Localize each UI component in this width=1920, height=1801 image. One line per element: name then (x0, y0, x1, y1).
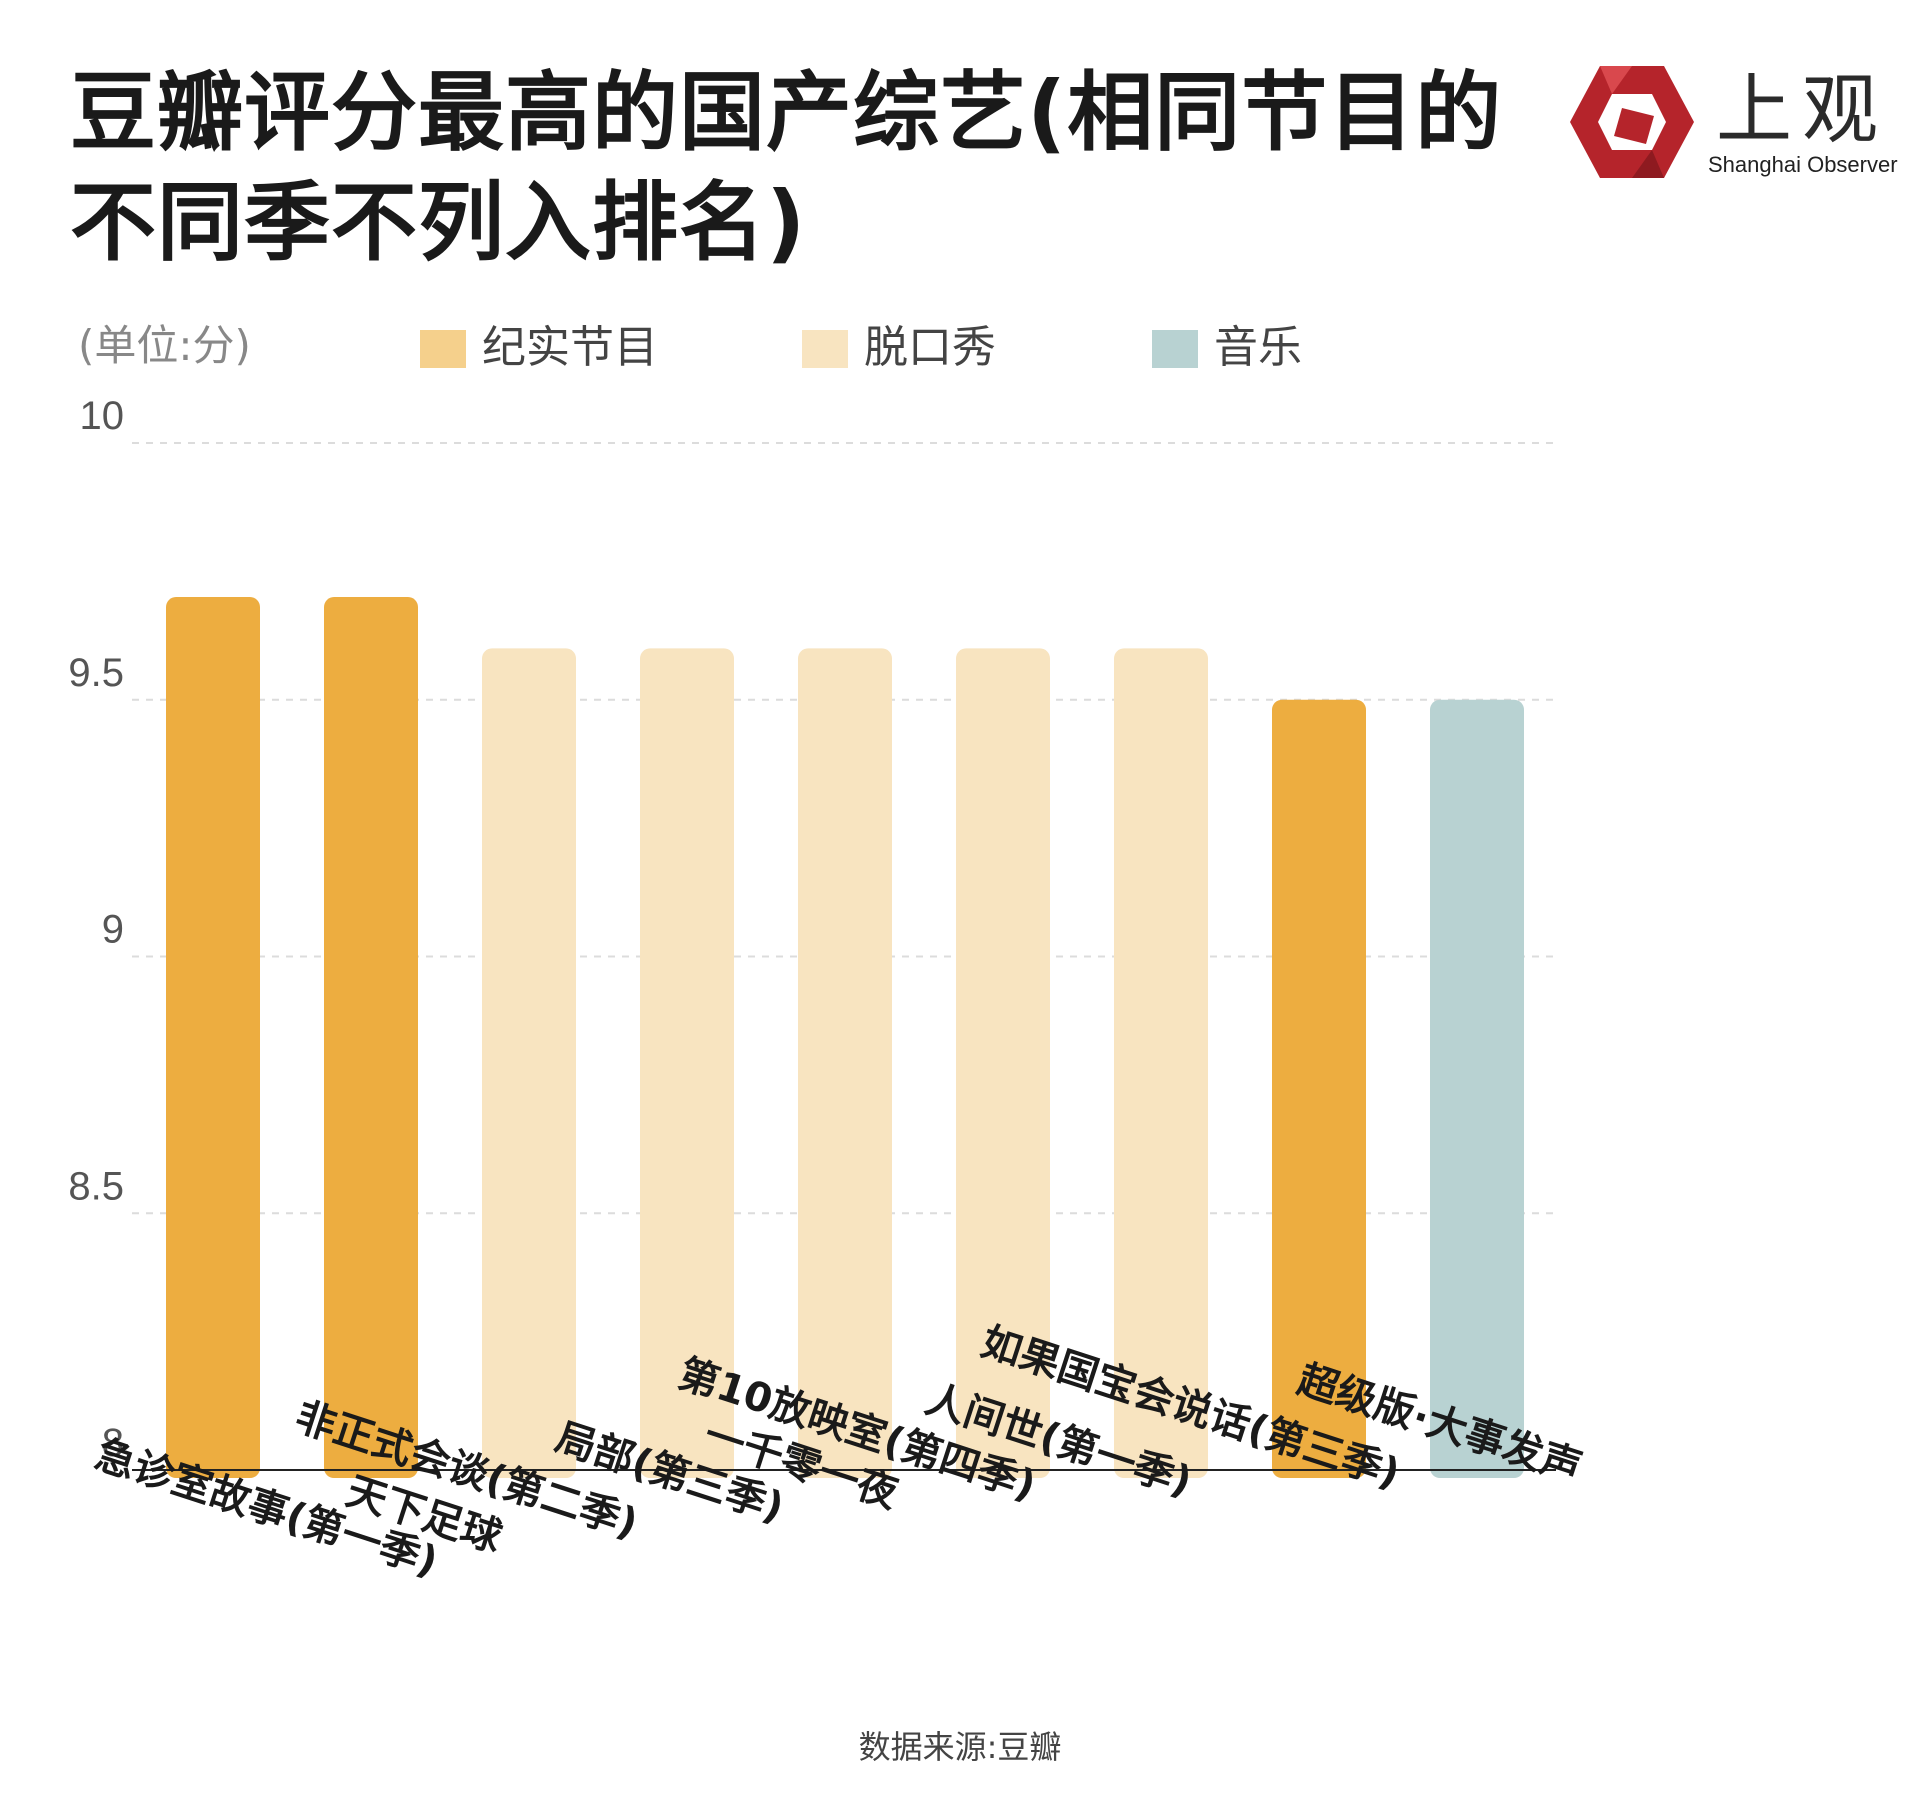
y-tick-label: 8.5 (68, 1164, 124, 1208)
logo-subtitle: Shanghai Observer (1708, 152, 1898, 177)
y-tick-label: 9 (102, 908, 124, 952)
legend-swatch-talkshow (802, 330, 848, 368)
legend-label-talkshow: 脱口秀 (864, 322, 996, 373)
legend-swatch-documentary (420, 330, 466, 368)
bar (1272, 699, 1366, 1478)
logo-hexagon-icon (1570, 66, 1694, 178)
unit-label: (单位:分) (78, 321, 251, 370)
bar (166, 597, 260, 1478)
bar (482, 648, 576, 1478)
y-tick-label: 10 (80, 394, 125, 438)
shanghai-observer-logo: 上观 Shanghai Observer (1568, 64, 1908, 184)
bar (640, 648, 734, 1478)
bar (1430, 699, 1524, 1478)
bar (324, 597, 418, 1478)
bar (956, 648, 1050, 1478)
legend-swatch-music (1152, 330, 1198, 368)
bar (1114, 648, 1208, 1478)
y-tick-label: 9.5 (68, 651, 124, 695)
logo-name: 上观 (1716, 65, 1888, 154)
legend-label-music: 音乐 (1214, 322, 1302, 373)
bar (798, 648, 892, 1478)
chart-title: 豆瓣评分最高的国产综艺(相同节目的不同季不列入排名) (70, 63, 1503, 273)
y-tick-label: 8 (102, 1421, 124, 1465)
data-source: 数据来源:豆瓣 (858, 1728, 1062, 1766)
legend-label-documentary: 纪实节目 (482, 322, 658, 373)
